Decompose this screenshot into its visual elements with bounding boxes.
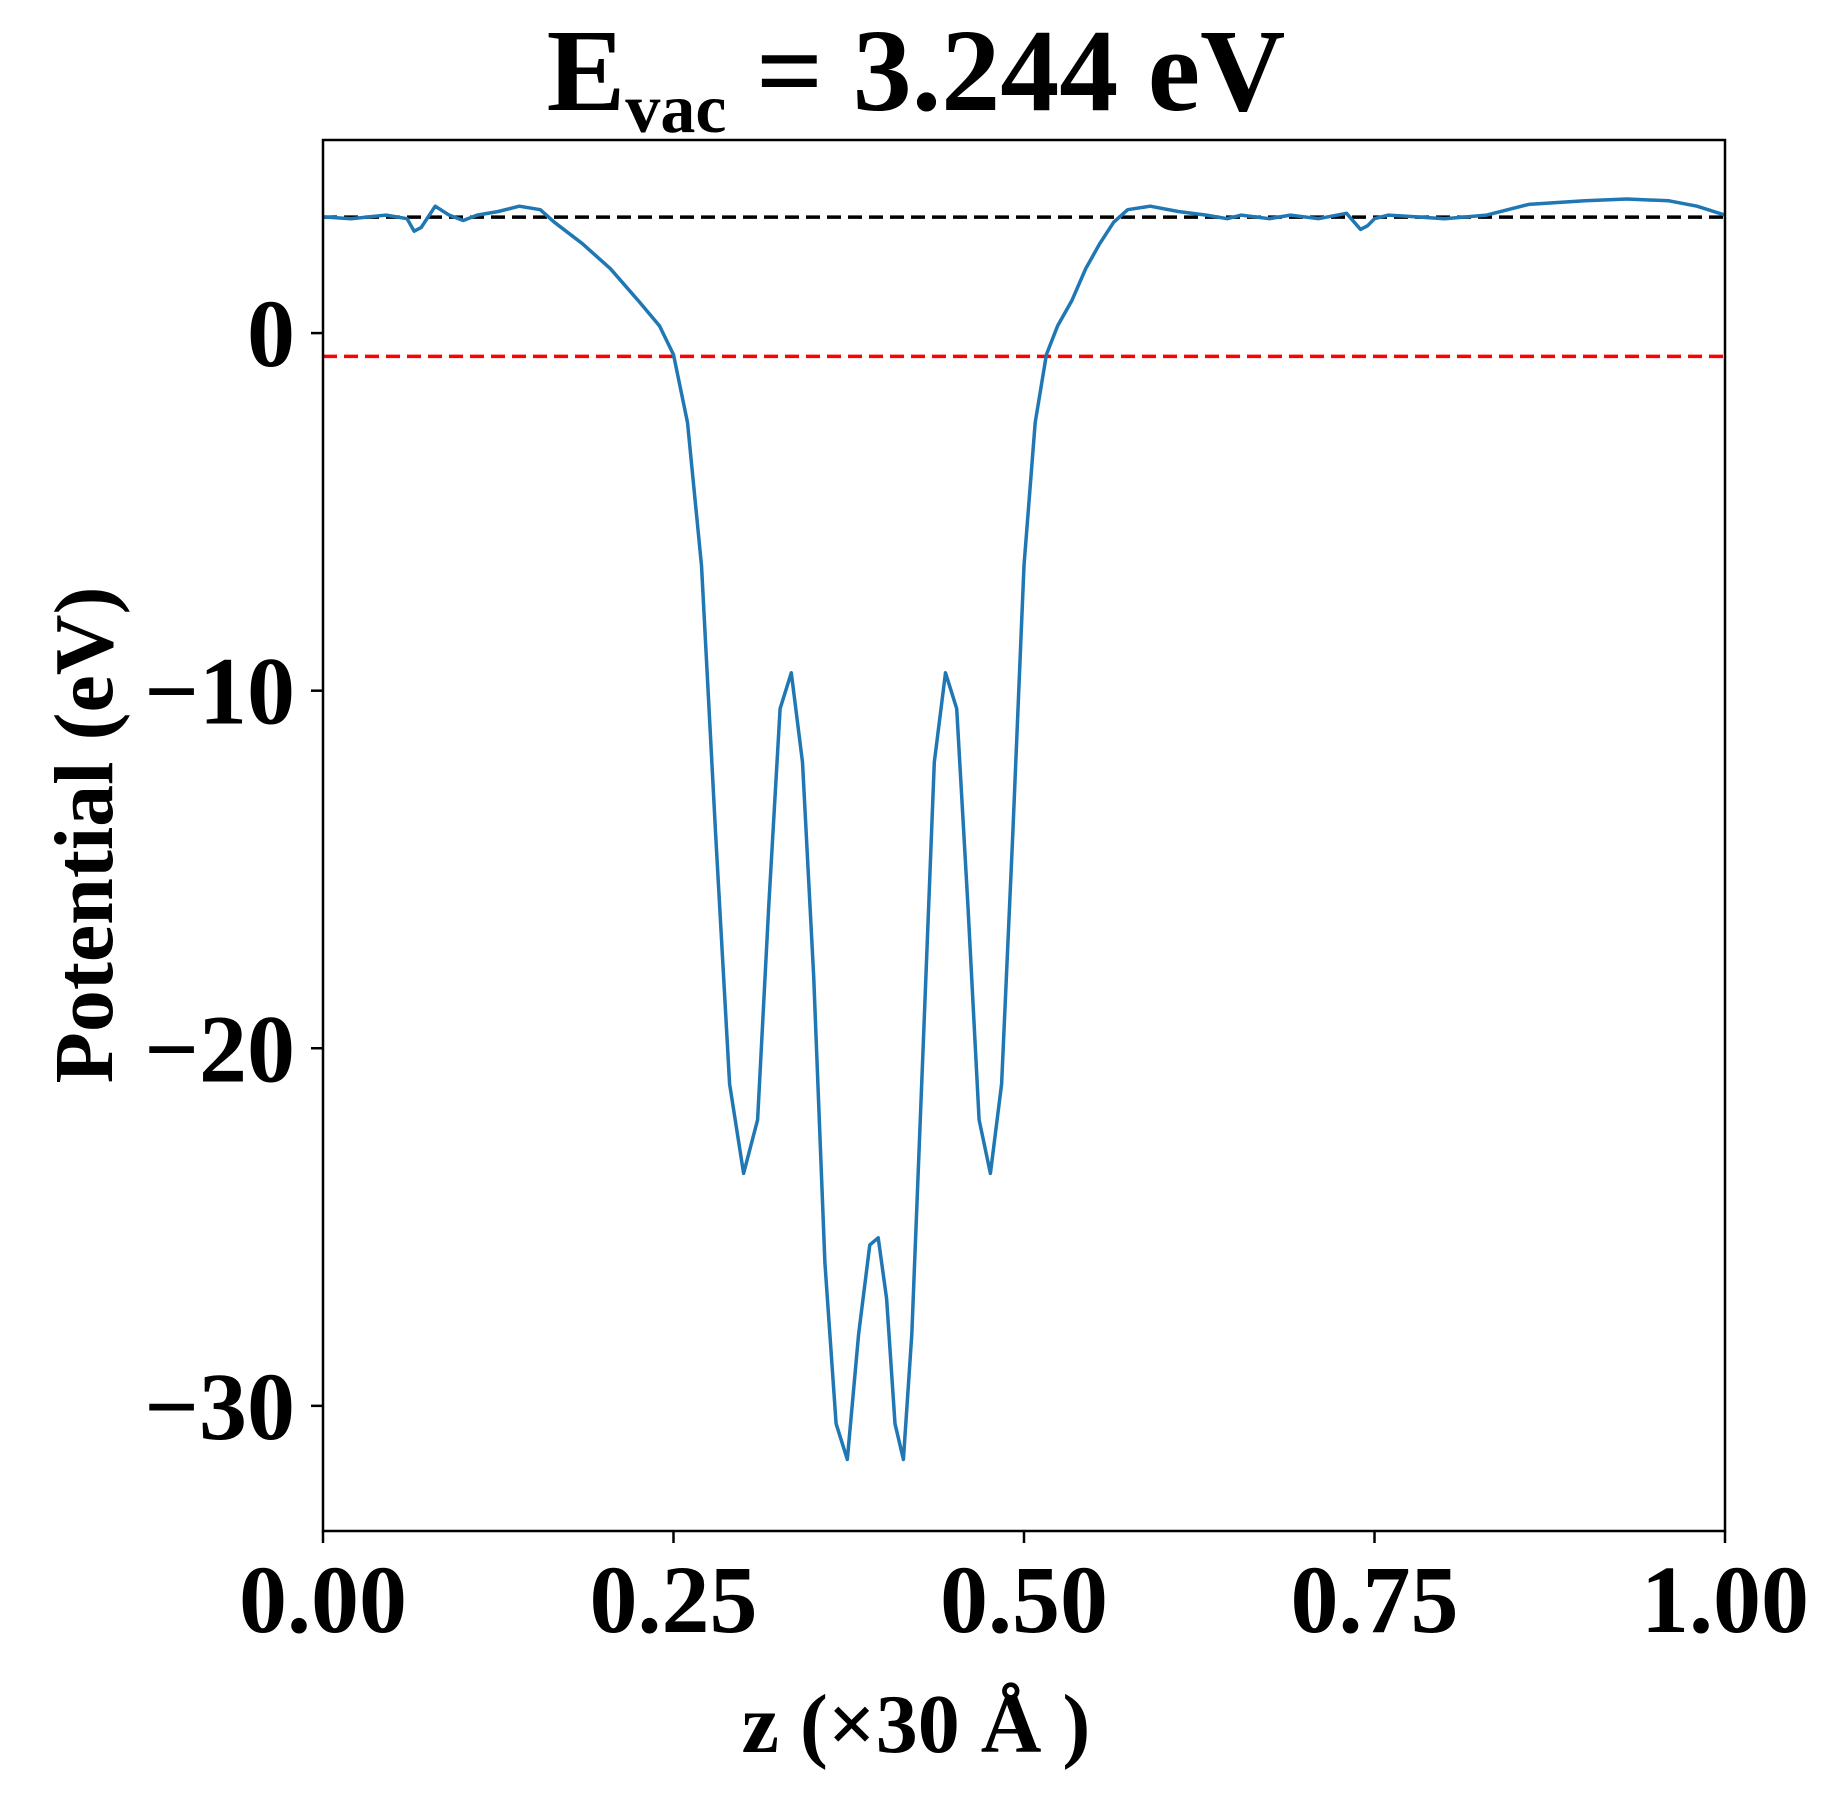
y-axis-label: Potential (eV) — [38, 587, 131, 1084]
chart-title: Evac = 3.244 eV — [547, 5, 1286, 148]
plot-area — [321, 138, 1727, 1533]
x-axis-label: z (×30 Å ) — [742, 1678, 1091, 1771]
plot-frame — [321, 138, 1727, 1533]
title-main: E — [547, 5, 626, 136]
series-line-1 — [323, 197, 1725, 1462]
title-rest: = 3.244 eV — [726, 5, 1285, 136]
title-subscript: vac — [625, 71, 726, 148]
y-tick-label: 0 — [247, 280, 295, 387]
x-tick-label: 0.75 — [1291, 1546, 1459, 1653]
y-tick-label: −30 — [144, 1353, 295, 1460]
x-tick-label: 0.00 — [239, 1546, 407, 1653]
x-tick-label: 1.00 — [1641, 1546, 1809, 1653]
y-tick-label: −20 — [144, 995, 295, 1102]
x-axis: 0.00 0.25 0.50 0.75 1.00 — [239, 1531, 1809, 1653]
y-axis: 0 −10 −20 −30 — [144, 280, 323, 1460]
x-tick-label: 0.50 — [940, 1546, 1108, 1653]
x-tick-label: 0.25 — [590, 1546, 758, 1653]
y-tick-label: −10 — [144, 638, 295, 745]
